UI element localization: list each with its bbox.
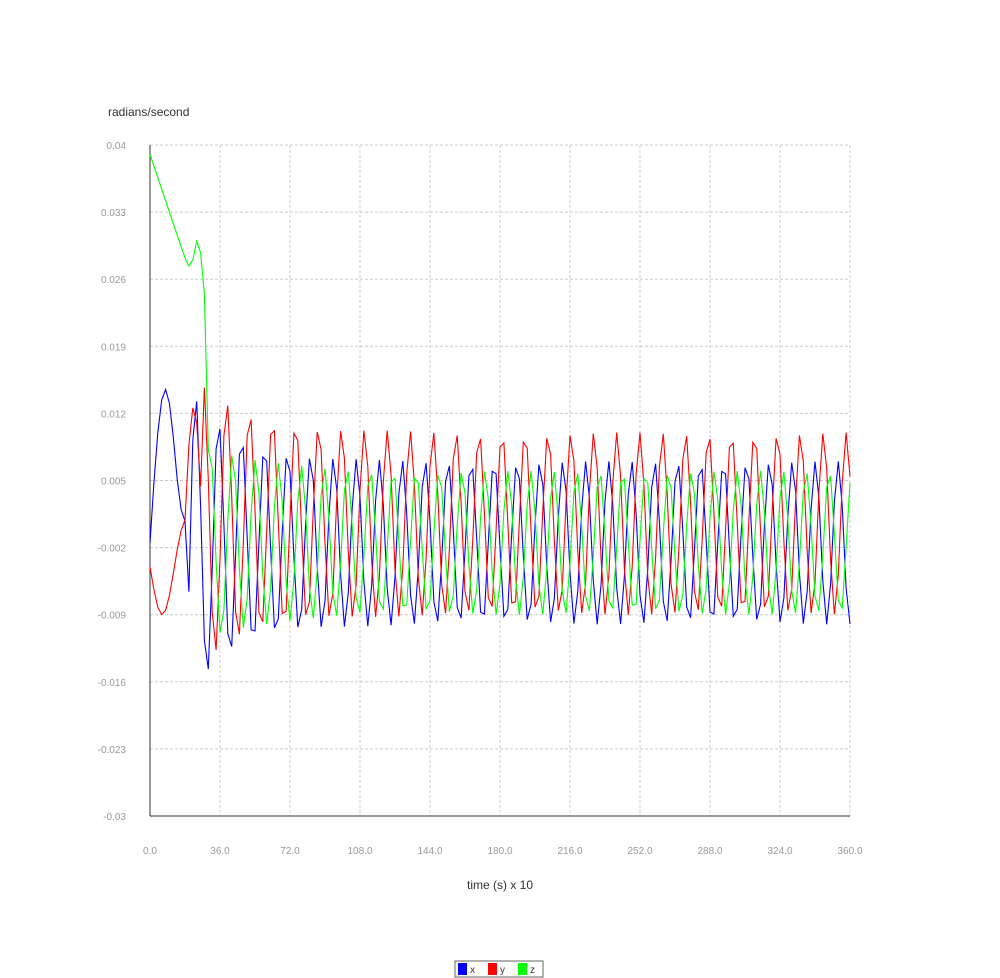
y-tick-label: 0.005 bbox=[101, 477, 126, 488]
y-tick-label: -0.03 bbox=[103, 812, 126, 823]
y-tick-labels: 0.04 0.033 0.026 0.019 0.012 0.005 -0.002 -0.00… bbox=[98, 141, 127, 823]
legend-label-y: y bbox=[500, 965, 505, 976]
series-line-y bbox=[149, 387, 851, 651]
y-tick-label: 0.033 bbox=[101, 208, 126, 219]
y-tick-label: 0.04 bbox=[107, 141, 127, 152]
series-line-z bbox=[149, 154, 851, 633]
x-tick-label: 216.0 bbox=[557, 846, 582, 857]
y-tick-label: -0.023 bbox=[98, 745, 127, 756]
x-tick-label: 0.0 bbox=[143, 846, 157, 857]
x-tick-label: 360.0 bbox=[837, 846, 862, 857]
legend-swatch-y bbox=[488, 963, 497, 975]
x-tick-label: 324.0 bbox=[767, 846, 792, 857]
y-tick-label: -0.009 bbox=[98, 611, 127, 622]
series-lines bbox=[149, 154, 851, 670]
legend-label-z: z bbox=[530, 965, 535, 976]
x-tick-label: 288.0 bbox=[697, 846, 722, 857]
y-tick-label: 0.026 bbox=[101, 275, 126, 286]
axes bbox=[149, 145, 850, 817]
legend-swatch-x bbox=[458, 963, 467, 975]
legend-swatch-z bbox=[518, 963, 527, 975]
x-tick-labels: 0.0 36.0 72.0 108.0 144.0 180.0 216.0 252.0 288.… bbox=[143, 846, 863, 857]
x-tick-label: 108.0 bbox=[347, 846, 372, 857]
legend: x y z bbox=[454, 960, 544, 978]
y-axis-label: radians/second bbox=[108, 105, 189, 119]
x-tick-label: 72.0 bbox=[280, 846, 300, 857]
y-tick-label: -0.002 bbox=[98, 544, 127, 555]
y-tick-label: 0.012 bbox=[101, 409, 126, 420]
grid bbox=[150, 144, 851, 816]
x-tick-label: 252.0 bbox=[627, 846, 652, 857]
series-line-x bbox=[149, 387, 851, 670]
y-tick-label: 0.019 bbox=[101, 342, 126, 353]
y-tick-label: -0.016 bbox=[98, 678, 127, 689]
x-tick-label: 144.0 bbox=[417, 846, 442, 857]
legend-label-x: x bbox=[470, 965, 475, 976]
x-tick-label: 180.0 bbox=[487, 846, 512, 857]
x-tick-label: 36.0 bbox=[210, 846, 230, 857]
x-axis-label: time (s) x 10 bbox=[467, 878, 533, 892]
